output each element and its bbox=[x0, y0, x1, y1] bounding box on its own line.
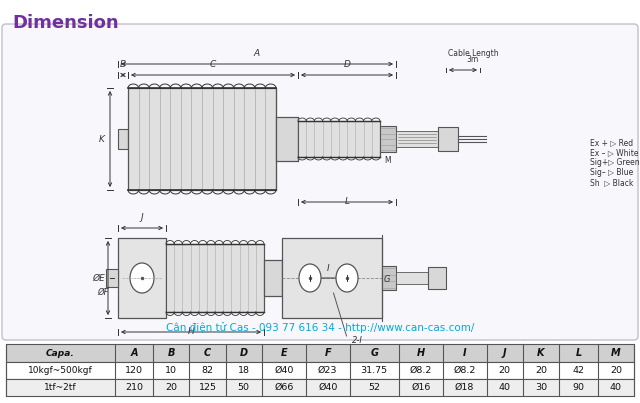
Text: 10: 10 bbox=[165, 366, 177, 375]
Text: Cable Length: Cable Length bbox=[448, 49, 499, 58]
Text: L: L bbox=[344, 197, 349, 206]
Text: 20: 20 bbox=[535, 366, 547, 375]
Text: C: C bbox=[210, 60, 216, 69]
Bar bbox=[106, 269, 118, 287]
Text: Ø8.2: Ø8.2 bbox=[454, 366, 476, 375]
Text: K: K bbox=[537, 348, 545, 358]
Text: Ø16: Ø16 bbox=[411, 383, 431, 392]
Text: A: A bbox=[130, 348, 138, 358]
Text: Ø40: Ø40 bbox=[318, 383, 337, 392]
Text: 125: 125 bbox=[198, 383, 216, 392]
Bar bbox=[382, 266, 396, 290]
Bar bbox=[438, 127, 458, 151]
Text: F: F bbox=[324, 348, 331, 358]
Text: M: M bbox=[611, 348, 621, 358]
Bar bbox=[380, 126, 396, 152]
Text: 20: 20 bbox=[610, 366, 622, 375]
Bar bbox=[396, 272, 428, 284]
Text: Ø66: Ø66 bbox=[274, 383, 294, 392]
Text: 20: 20 bbox=[499, 366, 511, 375]
Text: ØE: ØE bbox=[93, 274, 106, 283]
Text: 1tf~2tf: 1tf~2tf bbox=[44, 383, 77, 392]
Bar bbox=[166, 244, 264, 312]
Text: H: H bbox=[188, 327, 195, 336]
Bar bbox=[6, 379, 634, 396]
Text: Cân điện tử Cas - 093 77 616 34 - http://www.can-cas.com/: Cân điện tử Cas - 093 77 616 34 - http:/… bbox=[166, 322, 474, 333]
Text: H: H bbox=[417, 348, 425, 358]
Bar bbox=[6, 362, 634, 379]
Text: Ex – ▷ White: Ex – ▷ White bbox=[590, 148, 639, 157]
Text: D: D bbox=[344, 60, 351, 69]
Text: B: B bbox=[168, 348, 175, 358]
Text: Ø8.2: Ø8.2 bbox=[410, 366, 432, 375]
Bar bbox=[118, 129, 128, 149]
Ellipse shape bbox=[130, 263, 154, 293]
Text: Ø40: Ø40 bbox=[274, 366, 294, 375]
Bar bbox=[264, 260, 282, 296]
Text: 30: 30 bbox=[535, 383, 547, 392]
Text: Dimension: Dimension bbox=[12, 14, 118, 32]
Text: E: E bbox=[280, 348, 287, 358]
Text: G: G bbox=[371, 348, 378, 358]
Text: I: I bbox=[463, 348, 467, 358]
Text: 82: 82 bbox=[202, 366, 214, 375]
Bar bbox=[6, 344, 634, 362]
Ellipse shape bbox=[299, 264, 321, 292]
Text: ØF: ØF bbox=[97, 288, 109, 297]
Text: Ex + ▷ Red: Ex + ▷ Red bbox=[590, 138, 633, 147]
Text: D: D bbox=[240, 348, 248, 358]
Text: L: L bbox=[575, 348, 582, 358]
Text: 40: 40 bbox=[610, 383, 622, 392]
Text: J: J bbox=[503, 348, 507, 358]
Bar bbox=[298, 121, 380, 157]
Text: Ø23: Ø23 bbox=[318, 366, 337, 375]
Text: 42: 42 bbox=[572, 366, 584, 375]
Bar bbox=[396, 131, 438, 147]
Bar bbox=[276, 117, 298, 161]
Text: Sh  ▷ Black: Sh ▷ Black bbox=[590, 178, 634, 187]
Text: 20: 20 bbox=[165, 383, 177, 392]
Text: Capa.: Capa. bbox=[46, 349, 75, 357]
Bar bbox=[428, 267, 446, 289]
Text: K: K bbox=[99, 135, 105, 143]
Text: 90: 90 bbox=[572, 383, 584, 392]
FancyBboxPatch shape bbox=[2, 24, 638, 340]
Text: B: B bbox=[120, 60, 126, 69]
Bar bbox=[118, 238, 166, 318]
Bar bbox=[282, 238, 382, 318]
Text: 18: 18 bbox=[238, 366, 250, 375]
Text: Ø18: Ø18 bbox=[455, 383, 474, 392]
Text: A: A bbox=[254, 49, 260, 58]
Ellipse shape bbox=[336, 264, 358, 292]
Text: 52: 52 bbox=[368, 383, 380, 392]
Text: 210: 210 bbox=[125, 383, 143, 392]
Text: 2-I: 2-I bbox=[351, 336, 362, 345]
Text: I: I bbox=[327, 264, 330, 273]
Text: 120: 120 bbox=[125, 366, 143, 375]
Text: 40: 40 bbox=[499, 383, 511, 392]
Text: 50: 50 bbox=[238, 383, 250, 392]
Text: G: G bbox=[384, 276, 390, 285]
Text: 31.75: 31.75 bbox=[361, 366, 388, 375]
Text: Sig– ▷ Blue: Sig– ▷ Blue bbox=[590, 168, 633, 177]
Text: Sig+▷ Green: Sig+▷ Green bbox=[590, 158, 639, 167]
Text: 3m: 3m bbox=[467, 55, 479, 64]
Text: 10kgf~500kgf: 10kgf~500kgf bbox=[28, 366, 93, 375]
Text: C: C bbox=[204, 348, 211, 358]
Text: J: J bbox=[141, 213, 143, 222]
Bar bbox=[128, 88, 276, 190]
Text: M: M bbox=[385, 156, 391, 165]
